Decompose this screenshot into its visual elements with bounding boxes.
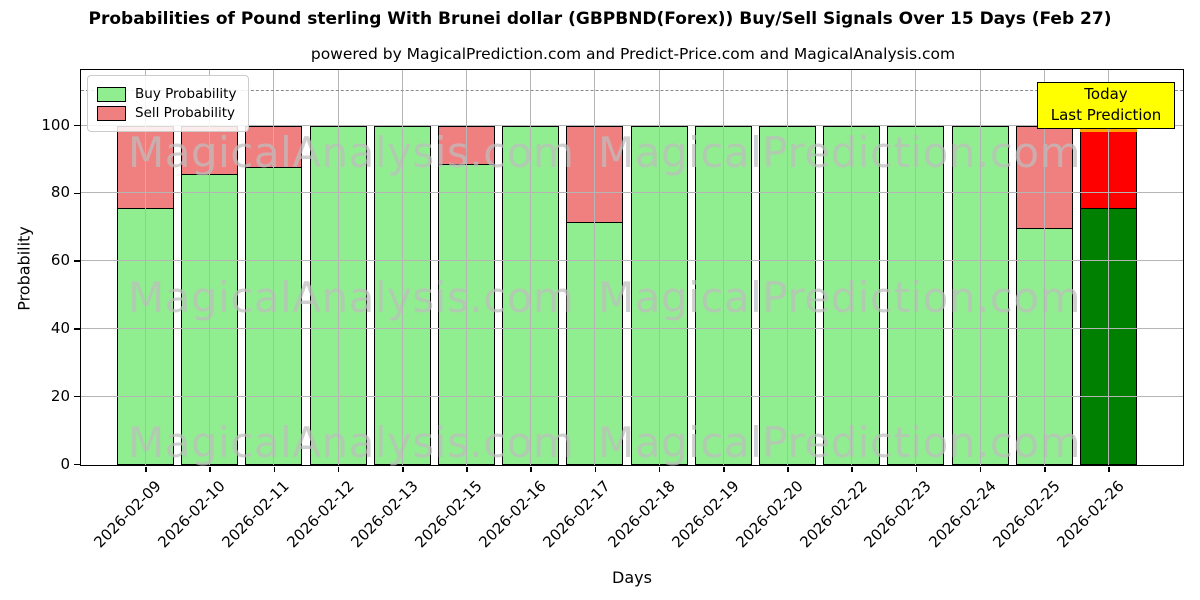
x-gridline — [1108, 70, 1109, 465]
watermark-text: MagicalAnalysis.com — [128, 273, 575, 322]
y-tick — [74, 192, 80, 195]
x-gridline — [530, 70, 532, 465]
y-gridline — [81, 192, 1183, 194]
x-tick — [851, 467, 853, 472]
y-tick-label: 100 — [41, 115, 70, 134]
x-gridline — [915, 70, 917, 465]
watermark-text: MagicalAnalysis.com — [128, 418, 575, 467]
y-tick — [74, 260, 80, 262]
legend-item: Sell Probability — [97, 105, 236, 121]
chart-subtitle: powered by MagicalPrediction.com and Pre… — [310, 45, 956, 63]
x-gridline — [145, 70, 146, 465]
legend-item: Buy Probability — [97, 86, 236, 102]
y-tick — [74, 328, 80, 330]
y-gridline — [81, 395, 1183, 397]
y-tick-label: 0 — [60, 454, 70, 473]
x-tick — [723, 467, 725, 472]
watermark-text: MagicalPrediction.com — [598, 128, 1081, 177]
x-tick — [337, 467, 340, 472]
x-gridline — [787, 70, 788, 465]
x-tick — [273, 467, 276, 472]
x-tick — [594, 467, 597, 472]
legend-item-label: Sell Probability — [135, 105, 236, 121]
chart-title: Probabilities of Pound sterling With Bru… — [88, 9, 1112, 29]
x-gridline — [594, 70, 596, 465]
x-tick — [466, 467, 468, 472]
x-tick — [658, 467, 661, 472]
y-tick-label: 40 — [50, 318, 70, 337]
x-gridline — [209, 70, 211, 465]
watermark-text: MagicalPrediction.com — [598, 418, 1081, 467]
legend: Buy Probability Sell Probability — [87, 75, 250, 132]
y-tick — [74, 124, 80, 127]
x-gridline — [466, 70, 467, 465]
x-tick — [979, 467, 982, 472]
today-annotation: Today Last Prediction — [1037, 82, 1175, 129]
x-gridline — [1043, 70, 1045, 465]
y-tick-label: 20 — [50, 386, 70, 405]
legend-item-label: Buy Probability — [135, 86, 237, 102]
x-tick — [530, 467, 532, 472]
dashed-threshold-line — [81, 90, 1183, 92]
x-tick — [145, 467, 147, 472]
y-tick-label: 60 — [50, 251, 70, 270]
x-tick — [402, 467, 404, 472]
y-tick — [74, 395, 80, 398]
x-tick — [915, 467, 918, 472]
y-tick — [74, 463, 80, 466]
watermark-text: MagicalPrediction.com — [598, 273, 1081, 322]
plot-area: MagicalAnalysis.com MagicalPrediction.com… — [80, 69, 1184, 467]
x-gridline — [401, 70, 403, 465]
x-tick — [787, 467, 789, 472]
y-gridline — [81, 260, 1183, 262]
x-tick — [1044, 467, 1046, 472]
today-annotation-line1: Today — [1084, 85, 1128, 103]
x-tick — [209, 467, 211, 472]
y-gridline — [81, 124, 1183, 126]
today-annotation-line2: Last Prediction — [1050, 106, 1162, 124]
y-tick-label: 80 — [50, 183, 70, 202]
watermark-text: MagicalAnalysis.com — [128, 128, 575, 177]
x-tick — [1108, 467, 1110, 472]
x-gridline — [979, 70, 981, 465]
y-axis-title: Probability — [14, 226, 34, 311]
legend-swatch — [97, 86, 126, 102]
y-gridline — [81, 327, 1183, 329]
x-gridline — [658, 70, 660, 465]
x-gridline — [273, 70, 275, 465]
legend-swatch — [97, 105, 126, 121]
x-gridline — [722, 70, 724, 465]
x-axis-title: Days — [612, 568, 652, 587]
x-gridline — [337, 70, 339, 465]
x-gridline — [851, 70, 853, 465]
